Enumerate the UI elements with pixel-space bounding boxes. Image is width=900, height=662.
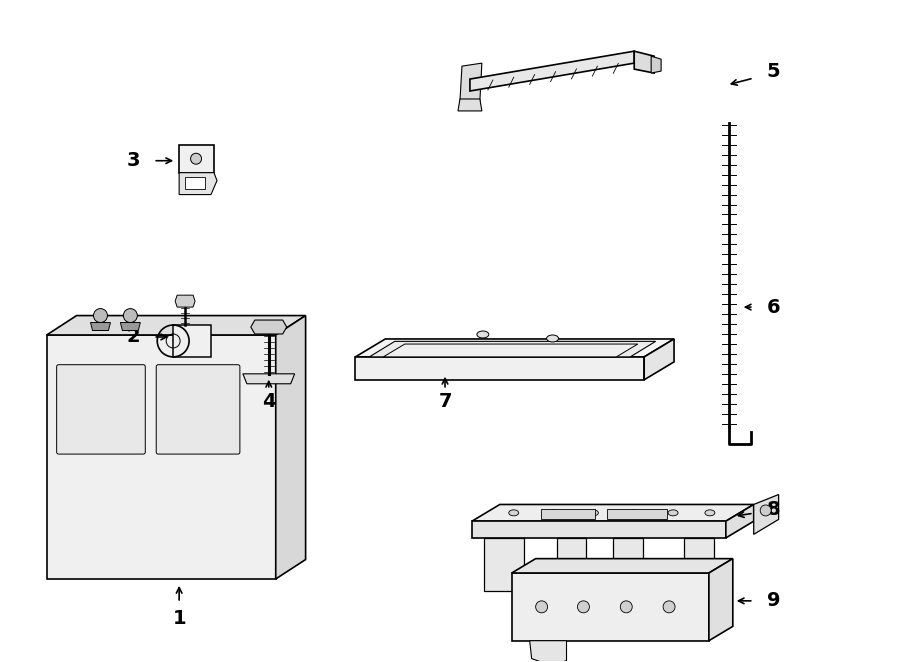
Polygon shape [91, 322, 111, 330]
Circle shape [94, 308, 107, 322]
Ellipse shape [549, 510, 559, 516]
Polygon shape [369, 342, 655, 357]
Text: 4: 4 [262, 392, 275, 411]
Ellipse shape [589, 510, 598, 516]
Polygon shape [356, 339, 674, 357]
Polygon shape [275, 316, 306, 579]
Text: 3: 3 [127, 151, 140, 170]
Polygon shape [179, 145, 214, 173]
Polygon shape [460, 63, 482, 101]
Ellipse shape [508, 510, 518, 516]
Polygon shape [613, 538, 644, 584]
Polygon shape [644, 339, 674, 380]
Circle shape [760, 505, 771, 516]
Circle shape [536, 601, 547, 613]
Polygon shape [652, 56, 662, 73]
Circle shape [620, 601, 632, 613]
Polygon shape [530, 641, 566, 662]
Circle shape [123, 308, 138, 322]
Text: 6: 6 [767, 298, 780, 316]
Polygon shape [458, 99, 482, 111]
Polygon shape [512, 559, 733, 573]
Polygon shape [472, 521, 725, 538]
Polygon shape [753, 495, 778, 534]
Polygon shape [356, 357, 644, 380]
Circle shape [191, 153, 202, 164]
Text: 7: 7 [438, 392, 452, 411]
Polygon shape [47, 316, 306, 335]
Polygon shape [121, 322, 140, 330]
Polygon shape [470, 51, 634, 91]
Polygon shape [512, 573, 709, 641]
Ellipse shape [628, 510, 638, 516]
Polygon shape [709, 559, 733, 641]
Polygon shape [634, 51, 654, 73]
Circle shape [578, 601, 590, 613]
FancyBboxPatch shape [57, 365, 145, 454]
Circle shape [663, 601, 675, 613]
Polygon shape [608, 510, 667, 519]
Polygon shape [725, 504, 753, 538]
Text: 8: 8 [767, 500, 780, 519]
FancyBboxPatch shape [157, 365, 240, 454]
Polygon shape [484, 538, 524, 591]
Ellipse shape [668, 510, 678, 516]
Polygon shape [684, 538, 714, 591]
Polygon shape [251, 320, 287, 334]
Polygon shape [179, 173, 217, 195]
Text: 5: 5 [767, 62, 780, 81]
Polygon shape [556, 538, 587, 584]
Text: 2: 2 [127, 328, 140, 346]
Polygon shape [383, 344, 638, 357]
Polygon shape [47, 335, 275, 579]
Polygon shape [541, 510, 596, 519]
Text: 9: 9 [767, 591, 780, 610]
Ellipse shape [546, 335, 559, 342]
Polygon shape [173, 325, 211, 357]
Polygon shape [243, 374, 294, 384]
Ellipse shape [705, 510, 715, 516]
Polygon shape [185, 177, 205, 189]
Ellipse shape [477, 331, 489, 338]
Polygon shape [176, 295, 195, 307]
Polygon shape [472, 504, 753, 521]
Text: 1: 1 [172, 609, 186, 628]
